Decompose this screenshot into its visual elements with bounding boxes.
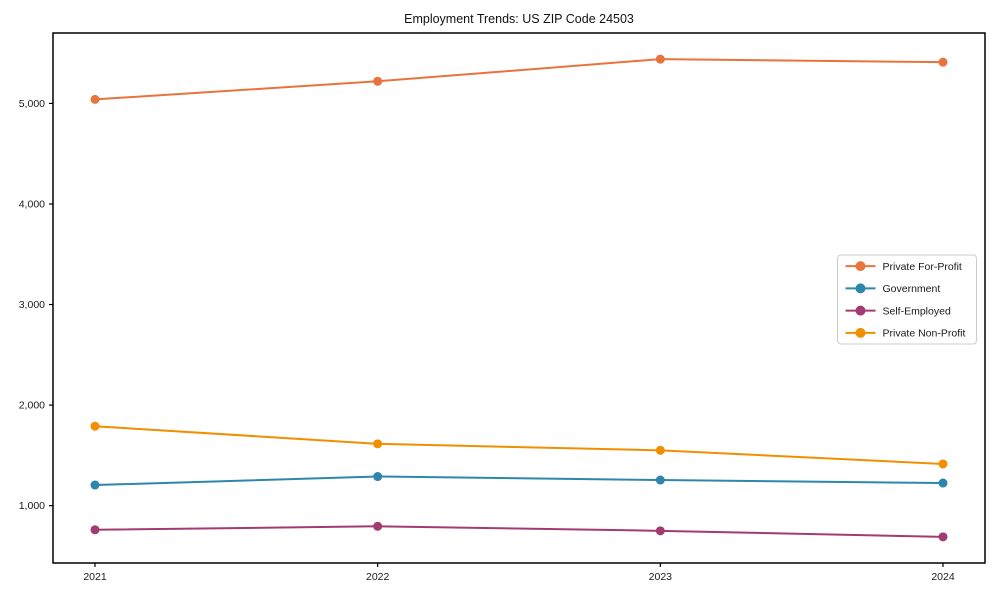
- data-point: [938, 532, 948, 542]
- series-line-government: [94, 475, 944, 487]
- data-point: [373, 76, 383, 86]
- axes-frame: [52, 32, 986, 564]
- data-point: [90, 421, 100, 431]
- series-line-private-for-profit: [94, 58, 944, 101]
- legend-label: Private Non-Profit: [883, 328, 966, 340]
- legend-label: Government: [883, 283, 941, 295]
- data-point: [655, 54, 665, 64]
- data-point: [90, 94, 100, 104]
- data-point: [373, 439, 383, 449]
- y-tick-label: 5,000: [19, 98, 45, 110]
- data-point: [938, 57, 948, 67]
- y-tick-label: 4,000: [19, 198, 45, 210]
- x-tick-label: 2021: [83, 571, 107, 583]
- chart-title: Employment Trends: US ZIP Code 24503: [404, 12, 634, 26]
- data-point: [90, 525, 100, 535]
- data-point: [373, 521, 383, 531]
- series-line-private-non-profit: [94, 425, 944, 465]
- legend-marker: [855, 261, 866, 272]
- data-point: [655, 445, 665, 455]
- data-point: [373, 472, 383, 482]
- data-point: [655, 475, 665, 485]
- legend-label: Self-Employed: [883, 305, 951, 317]
- x-tick-label: 2023: [649, 571, 673, 583]
- data-point: [938, 478, 948, 488]
- data-point: [90, 480, 100, 490]
- x-tick-label: 2022: [366, 571, 390, 583]
- legend-marker: [855, 305, 866, 316]
- series-line-self-employed: [94, 525, 944, 538]
- data-point: [655, 526, 665, 536]
- y-tick-label: 2,000: [19, 400, 45, 412]
- legend-box: [837, 254, 977, 345]
- y-tick-label: 1,000: [19, 500, 45, 512]
- legend-marker: [855, 283, 866, 294]
- x-tick-label: 2024: [931, 571, 955, 583]
- legend-marker: [855, 327, 866, 338]
- y-tick-label: 3,000: [19, 299, 45, 311]
- legend-label: Private For-Profit: [883, 261, 962, 273]
- data-point: [938, 459, 948, 469]
